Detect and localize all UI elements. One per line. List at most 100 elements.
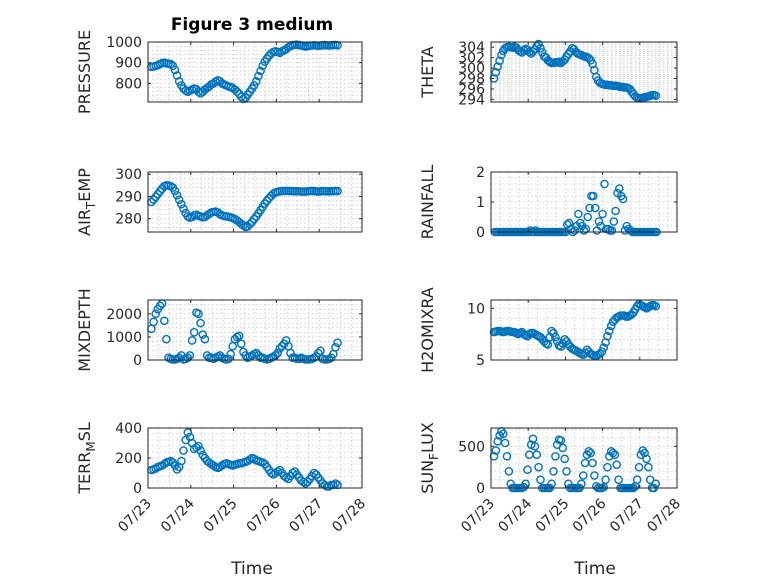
data-point — [603, 462, 612, 472]
data-point — [598, 209, 607, 219]
data-point — [162, 334, 171, 344]
data-point — [194, 441, 203, 451]
y-tick-label: 2 — [476, 165, 485, 181]
data-point — [644, 462, 653, 472]
data-point — [166, 59, 175, 69]
data-point — [560, 454, 570, 464]
data-point — [564, 218, 574, 228]
data-point — [179, 204, 188, 213]
y-axis-label: THETA — [418, 46, 437, 98]
subplot-5: 0 1000 2000 MIXDEPTH — [75, 288, 363, 372]
data-point — [536, 475, 545, 485]
data-point — [155, 186, 165, 196]
y-tick-label: 0 — [476, 481, 485, 497]
data-point — [331, 479, 340, 488]
data-point — [532, 450, 542, 460]
data-point — [313, 348, 323, 358]
y-tick-label: 1 — [476, 195, 485, 211]
data-point — [588, 458, 597, 468]
data-point — [243, 222, 252, 231]
data-point — [333, 480, 342, 490]
data-point — [245, 455, 255, 464]
y-tick-label: 500 — [458, 439, 485, 455]
data-point — [172, 464, 182, 474]
data-point — [558, 443, 568, 453]
data-point — [549, 466, 558, 476]
data-point — [251, 77, 261, 86]
data-point — [574, 209, 583, 219]
data-point — [275, 344, 285, 353]
data-point — [651, 301, 661, 311]
data-point — [286, 348, 295, 358]
data-point — [288, 468, 298, 478]
data-point — [189, 327, 199, 337]
y-tick-label: 290 — [115, 189, 142, 205]
data-point — [632, 475, 642, 485]
data-point — [174, 77, 184, 86]
data-point — [502, 451, 512, 461]
data-point — [579, 471, 588, 480]
data-series — [147, 428, 342, 491]
data-point — [534, 462, 543, 472]
data-series — [147, 40, 342, 104]
data-point — [196, 318, 205, 328]
data-point — [601, 475, 610, 485]
data-point — [151, 309, 160, 319]
axes-box — [490, 299, 678, 361]
y-tick-label: 0 — [133, 353, 142, 369]
y-tick-label: 1000 — [106, 35, 142, 51]
y-tick-label: 304 — [458, 40, 485, 56]
data-point — [328, 480, 338, 490]
data-point — [584, 53, 594, 63]
data-point — [275, 48, 285, 58]
data-point — [177, 199, 186, 209]
data-point — [493, 62, 503, 71]
data-point — [251, 348, 261, 358]
data-point — [256, 66, 265, 76]
data-point — [177, 456, 186, 466]
data-point — [651, 479, 661, 489]
data-point — [183, 428, 193, 437]
data-point — [236, 339, 246, 349]
data-point — [611, 206, 620, 216]
data-series — [489, 39, 661, 103]
y-tick-label: 300 — [115, 167, 142, 183]
y-tick-label: 5 — [476, 353, 485, 369]
x-axis-label-right: Time — [573, 559, 616, 579]
data-point — [258, 458, 268, 467]
data-point — [174, 195, 184, 205]
data-point — [166, 181, 175, 191]
data-point — [600, 179, 609, 189]
data-point — [155, 301, 165, 311]
data-point — [645, 475, 655, 485]
data-point — [610, 450, 620, 460]
y-tick-label: 400 — [115, 421, 142, 437]
data-point — [202, 351, 212, 360]
y-tick-label: 302 — [458, 51, 485, 67]
data-point — [556, 436, 566, 445]
data-point — [584, 446, 594, 456]
axes-box — [490, 41, 678, 103]
data-point — [504, 466, 514, 476]
data-point — [609, 217, 619, 226]
data-point — [159, 316, 169, 326]
y-tick-label: 800 — [115, 76, 142, 92]
y-axis-label: MIXDEPTH — [75, 288, 94, 371]
data-point — [536, 44, 545, 53]
subplot-4: 0 1 2 RAINFALL — [418, 165, 678, 241]
data-series — [147, 180, 342, 232]
data-point — [583, 212, 593, 222]
data-point — [590, 203, 600, 213]
data-point — [491, 68, 501, 77]
data-point — [320, 480, 330, 490]
data-point — [183, 353, 193, 363]
data-point — [577, 479, 586, 489]
data-point — [187, 336, 197, 345]
y-tick-label: 300 — [458, 61, 485, 77]
y-axis-label: PRESSURE — [75, 30, 94, 114]
figure-title: Figure 3 medium — [171, 15, 333, 35]
data-point — [194, 309, 203, 319]
data-point — [497, 50, 506, 60]
y-tick-label: 296 — [458, 82, 485, 98]
